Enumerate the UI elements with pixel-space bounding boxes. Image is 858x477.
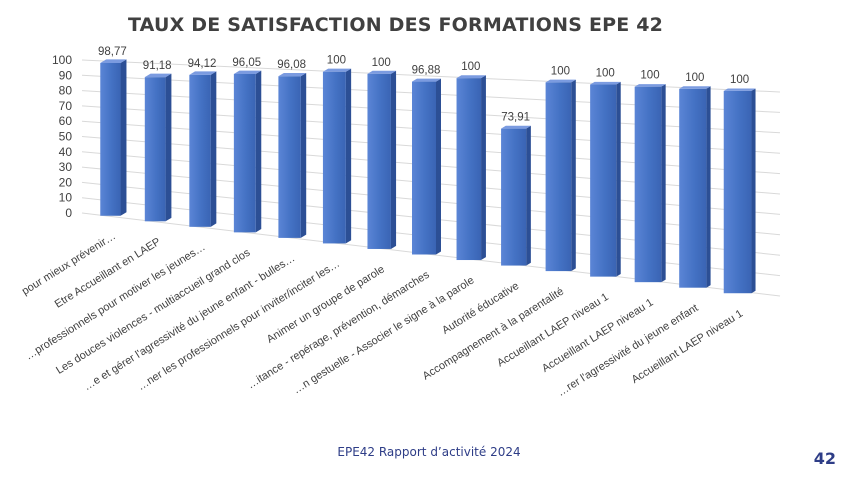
bar — [233, 70, 262, 233]
chart-title: TAUX DE SATISFACTION DES FORMATIONS EPE … — [128, 14, 664, 36]
data-label: 96,08 — [277, 59, 306, 71]
y-tick-label: 40 — [59, 145, 73, 159]
bar-side — [481, 75, 486, 261]
data-label: 91,18 — [143, 60, 172, 72]
bar-side — [571, 79, 576, 272]
bar-front — [412, 81, 436, 255]
bar-top — [679, 86, 711, 89]
bar-front — [100, 62, 121, 216]
bar-side — [300, 72, 307, 238]
y-tick-label: 100 — [52, 53, 72, 67]
data-label: 100 — [372, 57, 391, 69]
bar-side — [706, 86, 711, 288]
bar-top — [322, 68, 352, 72]
bar-front — [144, 77, 166, 222]
report-footer: EPE42 Rapport d’activité 2024 — [337, 445, 521, 459]
data-label: 100 — [685, 72, 704, 84]
bar-front — [723, 90, 752, 294]
bar-front — [634, 86, 662, 283]
bar-front — [322, 71, 346, 244]
bar-top — [100, 59, 127, 63]
bars — [100, 59, 756, 294]
bar-top — [634, 84, 666, 87]
bar-top — [278, 72, 307, 77]
data-label: 100 — [461, 61, 480, 73]
bar-top — [590, 81, 621, 85]
bar-top — [723, 88, 756, 91]
bar-side — [210, 71, 217, 227]
bar — [501, 125, 531, 266]
bar — [100, 59, 127, 216]
bar-side — [526, 125, 531, 266]
y-tick-label: 90 — [59, 68, 73, 82]
bar-top — [501, 125, 531, 129]
bar — [278, 72, 307, 238]
bar — [679, 86, 711, 288]
y-tick-label: 70 — [59, 99, 73, 113]
bar — [412, 78, 441, 255]
y-tick-label: 20 — [59, 175, 73, 189]
bar-side — [345, 68, 352, 244]
bar-front — [501, 128, 527, 266]
bar-side — [751, 88, 756, 294]
data-label: 100 — [551, 65, 570, 77]
bar-front — [367, 73, 391, 249]
bar-top — [233, 70, 262, 74]
data-labels: 98,77 91,18 94,12 96,05 96,08 100 100 96,88 100 7… — [98, 46, 749, 124]
bar — [144, 73, 172, 222]
bar-top — [189, 71, 217, 75]
bar — [723, 88, 756, 294]
data-label: 96,05 — [232, 57, 261, 69]
bar-top — [144, 73, 172, 78]
bar-side — [255, 70, 262, 233]
bar-top — [456, 75, 486, 79]
bar — [590, 81, 621, 277]
bar-top — [367, 70, 397, 74]
data-label: 100 — [327, 55, 346, 67]
x-tick-label: Les douces violences - multiaccueil gran… — [54, 246, 253, 376]
bar-side — [390, 70, 397, 249]
data-label: 100 — [730, 74, 749, 86]
bar-front — [456, 78, 482, 261]
bar-side — [436, 78, 441, 255]
bar-front — [590, 84, 617, 277]
bar-front — [233, 73, 256, 233]
data-label: 96,88 — [412, 65, 441, 77]
y-tick-label: 10 — [59, 191, 73, 205]
bar-top — [545, 79, 576, 83]
bar — [367, 70, 397, 249]
page-number: 42 — [813, 449, 836, 468]
data-label: 73,91 — [501, 112, 530, 124]
bar-front — [545, 82, 572, 272]
data-label: 100 — [640, 70, 659, 82]
bar-front — [278, 76, 301, 238]
data-label: 94,12 — [188, 58, 217, 70]
bar-front — [189, 74, 211, 227]
bar — [545, 79, 576, 272]
bar-top — [412, 78, 441, 82]
data-label: 100 — [596, 68, 615, 80]
bar-side — [661, 84, 666, 283]
y-tick-label: 50 — [59, 130, 73, 144]
bar — [634, 84, 666, 283]
x-tick-label: pour mieux prévenir… — [20, 230, 118, 298]
bar-side — [120, 59, 127, 216]
bar — [322, 68, 352, 244]
y-tick-label: 60 — [59, 114, 73, 128]
bar-front — [679, 88, 707, 288]
bar — [456, 75, 486, 261]
data-label: 98,77 — [98, 46, 127, 58]
bar-side — [616, 81, 621, 277]
y-tick-label: 0 — [65, 206, 72, 220]
y-tick-label: 30 — [59, 160, 73, 174]
bar-side — [165, 73, 172, 222]
y-tick-label: 80 — [59, 84, 73, 98]
bar — [189, 71, 217, 227]
